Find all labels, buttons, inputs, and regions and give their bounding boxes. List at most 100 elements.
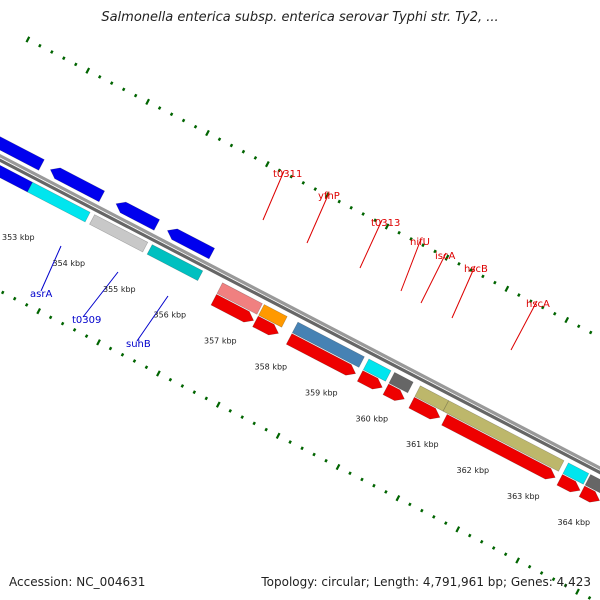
tick-mark [145,98,150,105]
tick-mark [277,168,282,173]
tick-mark [240,415,244,420]
cog-feature-box [362,358,392,382]
tick-mark [205,129,210,137]
gene-label[interactable]: hscA [526,299,550,310]
tick-mark [181,118,186,123]
backbone-line [0,153,600,470]
label-leader-line [262,170,285,221]
cog-feature-box [258,304,288,328]
tick-mark [360,477,364,482]
gene-label[interactable]: hscB [464,264,488,275]
tick-mark [564,316,570,324]
forward-gene-arrow [382,383,405,401]
kbp-tick-label: 354 kbp [53,259,86,268]
tick-mark [300,446,304,451]
label-leader-line [82,271,119,318]
tick-mark [132,359,137,363]
tick-mark [301,180,306,185]
tick-mark [229,143,234,148]
label-leader-line [359,219,383,269]
tick-mark [324,192,330,199]
gene-label[interactable]: iscA [435,251,455,262]
tick-mark [50,50,54,54]
tick-mark [335,463,341,471]
reverse-gene-arrow [166,228,216,260]
tick-mark [384,490,388,494]
tick-mark [25,36,31,43]
label-leader-line [40,245,62,292]
tick-mark [563,583,568,588]
tick-mark [156,370,161,377]
kbp-tick-label: 361 kbp [406,440,439,449]
forward-gene-arrow [441,413,556,480]
cog-feature-box [0,164,33,193]
tick-mark [541,305,545,310]
tick-mark [48,315,53,320]
kbp-tick-label: 353 kbp [2,233,35,242]
tick-mark [157,106,162,110]
map-title: Salmonella enterica subsp. enterica sero… [101,10,499,25]
label-leaders [40,170,538,351]
tick-mark [361,212,365,216]
label-leader-line [400,238,422,292]
gene-label[interactable]: asrA [30,289,52,300]
tick-mark [169,112,174,117]
kbp-tick-label: 362 kbp [457,466,490,475]
tick-mark [455,526,461,533]
forward-gene-arrow [578,485,600,503]
gene-label[interactable]: t0311 [273,169,302,180]
tick-mark [408,502,412,507]
tick-mark [553,311,557,316]
cog-feature-box [388,371,414,394]
cog-feature-box [146,244,204,282]
reverse-gene-arrow [115,201,161,231]
accession-text: Accession: NC_004631 [9,575,146,589]
tick-mark [529,299,533,304]
gene-label[interactable]: t0313 [371,218,400,229]
gene-label[interactable]: yfhP [318,191,340,202]
tick-mark [515,557,520,564]
tick-mark [38,43,42,48]
tick-mark [0,290,5,295]
tick-mark [575,588,580,595]
tick-mark [108,346,113,351]
kbp-tick-label: 358 kbp [255,363,288,372]
cog-feature-box [562,462,590,485]
gene-label[interactable]: nifU [410,237,430,248]
tick-mark [120,352,125,357]
kbp-tick-label: 359 kbp [305,388,338,397]
tick-mark [551,577,556,582]
tick-mark [493,280,497,285]
tick-mark [324,458,328,463]
cog-feature-box [442,400,565,472]
tick-mark [517,293,521,297]
tick-mark [168,377,173,382]
gene-label[interactable]: t0309 [72,315,101,326]
tick-mark [373,218,377,223]
tick-mark [288,440,292,444]
kbp-tick-label: 356 kbp [154,311,187,320]
genome-summary-text: Topology: circular; Length: 4,791,961 bp… [261,575,591,589]
label-leader-line [451,265,476,319]
forward-gene-arrow [285,333,357,376]
gene-label[interactable]: suhB [126,339,151,350]
tick-mark [397,230,401,235]
tick-mark [503,552,508,557]
tick-mark [539,571,544,575]
tick-mark [312,452,316,457]
tick-mark [97,74,102,79]
tick-mark [192,390,197,395]
backbone-line [0,158,600,475]
tick-mark [253,156,258,160]
tick-mark [62,56,66,61]
tick-mark [433,249,437,254]
cog-feature-box [584,474,600,494]
forward-gene-arrow [356,370,383,390]
tick-mark [265,160,270,168]
tick-mark [348,471,352,476]
tick-mark [85,67,91,74]
tick-mark [421,243,425,248]
label-leader-line [510,300,538,351]
tick-mark [180,384,185,388]
tick-mark [457,262,461,266]
